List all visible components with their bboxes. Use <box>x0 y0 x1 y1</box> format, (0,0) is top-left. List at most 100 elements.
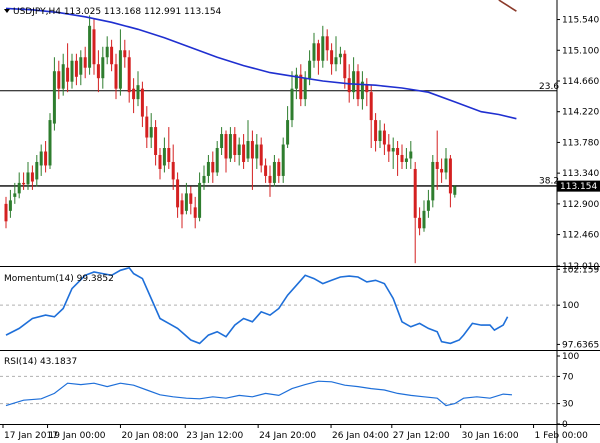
bearish-candle <box>356 71 360 100</box>
rsi-tick-label: 70 <box>562 372 574 382</box>
bearish-candle <box>387 144 391 152</box>
symbol-header-text: USDJPY,H4 113.025 113.168 112.991 113.15… <box>13 7 222 17</box>
bullish-candle <box>206 161 210 176</box>
rsi-title: RSI(14) 43.1837 <box>4 357 77 367</box>
bullish-candle <box>281 144 285 176</box>
price-tick-label: 112.900 <box>562 200 599 210</box>
bearish-candle <box>211 161 215 173</box>
time-tick-label: 24 Jan 20:00 <box>259 431 316 441</box>
momentum-tick-label: 100 <box>562 301 579 311</box>
bearish-candle <box>264 165 268 176</box>
bullish-candle <box>338 53 342 58</box>
bearish-candle <box>4 203 8 222</box>
bearish-candle <box>154 127 158 155</box>
bearish-candle <box>299 74 303 100</box>
bearish-candle <box>193 207 197 218</box>
bearish-candle <box>277 161 281 176</box>
bullish-candle <box>79 57 83 75</box>
bearish-candle <box>325 36 329 51</box>
bearish-candle <box>22 182 26 185</box>
bearish-candle <box>316 43 320 61</box>
bullish-candle <box>105 46 109 58</box>
price-axis-ticks: 115.540 115.100 114.660 114.220 113.780 113.3… <box>557 16 599 272</box>
bullish-candle <box>198 182 202 218</box>
fib-level-label: 38.2 <box>539 177 559 187</box>
momentum-pane: 102.1597 100 97.6365 Momentum(14) 99.3852 <box>0 265 600 350</box>
bullish-candle <box>286 120 290 145</box>
slow-moving-average-line <box>498 0 517 12</box>
bearish-candle <box>330 50 334 65</box>
bullish-candle <box>360 81 364 100</box>
price-tick-label: 112.460 <box>562 231 599 241</box>
bullish-candle <box>228 134 232 159</box>
bearish-candle <box>250 141 254 159</box>
bullish-candle <box>101 57 105 79</box>
bearish-candle <box>176 179 180 208</box>
bullish-candle <box>88 25 92 68</box>
bullish-candle <box>70 60 74 82</box>
chevron-down-icon[interactable] <box>4 9 10 13</box>
bullish-candle <box>215 148 219 173</box>
rsi-tick-label: 30 <box>562 400 574 410</box>
bearish-candle <box>83 57 87 68</box>
bullish-candle <box>162 148 166 166</box>
bullish-candle <box>52 71 56 124</box>
bearish-candle <box>396 148 400 155</box>
time-tick-label: 26 Jan 04:00 <box>332 431 389 441</box>
bullish-candle <box>391 148 395 152</box>
bearish-candle <box>140 88 144 117</box>
bearish-candle <box>233 134 237 155</box>
bullish-candle <box>17 182 21 194</box>
bullish-candle <box>426 200 430 211</box>
symbol-header: USDJPY,H4 113.025 113.168 112.991 113.15… <box>4 7 222 17</box>
bearish-candle <box>145 116 149 138</box>
time-tick-label: 1 Feb 00:00 <box>535 431 589 441</box>
bearish-candle <box>365 85 369 93</box>
bearish-candle <box>96 64 100 79</box>
time-tick-label: 19 Jan 00:00 <box>49 431 106 441</box>
bullish-candle <box>13 193 17 197</box>
bullish-candle <box>303 78 307 100</box>
momentum-tick-label: 102.1597 <box>562 265 600 275</box>
bullish-candle <box>184 193 188 211</box>
bullish-candle <box>352 71 356 93</box>
time-tick-label: 27 Jan 12:00 <box>393 431 450 441</box>
rsi-level-lines <box>0 375 557 405</box>
bearish-candle <box>132 88 136 100</box>
bullish-candle <box>334 57 338 65</box>
bullish-candle <box>39 151 43 166</box>
current-price-tag: 113.154 <box>557 180 600 192</box>
bullish-candle <box>255 144 259 159</box>
rsi-tick-label: 100 <box>562 352 579 362</box>
bullish-candle <box>422 210 426 229</box>
bearish-candle <box>167 148 171 162</box>
bearish-candle <box>259 144 263 166</box>
price-tick-label: 112.010 <box>562 262 599 272</box>
bearish-candle <box>114 64 118 89</box>
bearish-candle <box>369 92 373 121</box>
bearish-candle <box>382 130 386 145</box>
bearish-candle <box>92 29 96 65</box>
bullish-candle <box>237 144 241 155</box>
bullish-candle <box>220 134 224 149</box>
momentum-tick-label: 97.6365 <box>562 340 599 350</box>
bullish-candle <box>431 161 435 201</box>
momentum-title: Momentum(14) 99.3852 <box>4 274 114 284</box>
bullish-candle <box>48 120 52 166</box>
bullish-candle <box>321 36 325 61</box>
bullish-candle <box>136 85 140 100</box>
bearish-candle <box>123 50 127 58</box>
bearish-candle <box>74 60 78 77</box>
bearish-candle <box>448 158 452 194</box>
bearish-candle <box>347 78 351 93</box>
moving-average-line <box>5 7 517 120</box>
price-tick-label: 114.660 <box>562 77 599 87</box>
bearish-candle <box>440 168 444 173</box>
bearish-candle <box>242 144 246 162</box>
bullish-candle <box>308 60 312 79</box>
bearish-candle <box>400 154 404 162</box>
bearish-candle <box>343 53 347 79</box>
bearish-candle <box>171 161 175 180</box>
